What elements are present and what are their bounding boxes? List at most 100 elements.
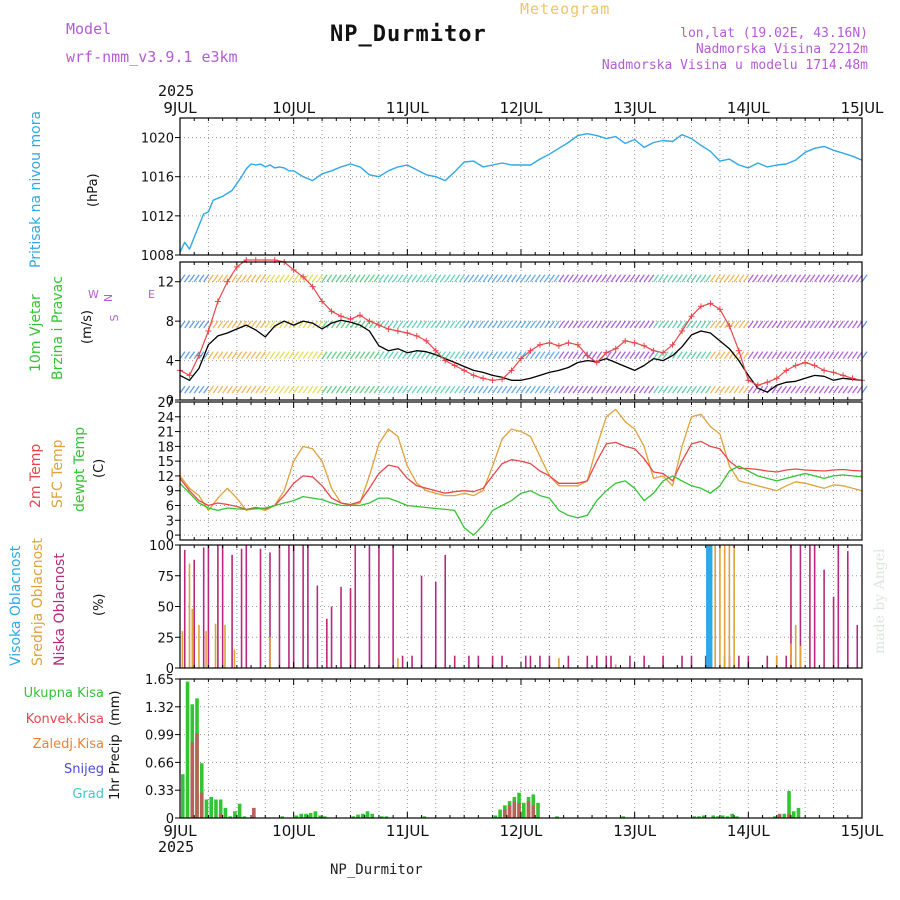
wind-barb bbox=[833, 385, 840, 394]
wind-barb bbox=[539, 351, 546, 359]
wind-barb bbox=[643, 385, 650, 394]
wind-barb bbox=[780, 351, 788, 359]
wind-barb bbox=[515, 274, 522, 283]
wind-barb bbox=[847, 274, 854, 283]
wind-barb bbox=[553, 351, 560, 359]
wind-barb bbox=[534, 274, 541, 283]
wind-barb bbox=[184, 385, 191, 394]
wind-barb bbox=[814, 274, 821, 283]
wind-barb bbox=[473, 385, 480, 394]
wind-barb bbox=[383, 274, 390, 283]
conv-precip-bar bbox=[787, 813, 791, 818]
wind-barb bbox=[458, 320, 465, 329]
wind-barb bbox=[383, 385, 390, 394]
wind-barb bbox=[785, 320, 792, 329]
wind-barb bbox=[425, 274, 432, 283]
wind-barb bbox=[851, 351, 859, 359]
wind-barb bbox=[245, 274, 252, 283]
wind-barb bbox=[188, 385, 196, 394]
wind-barb bbox=[397, 385, 404, 394]
wind-barb bbox=[619, 351, 626, 359]
wind-barb bbox=[255, 351, 262, 359]
date-label-top: 11JUL bbox=[386, 99, 429, 117]
wind-barb bbox=[705, 320, 712, 329]
wind-barb bbox=[776, 385, 783, 394]
wind-barb bbox=[487, 274, 494, 283]
wind-barb bbox=[572, 274, 579, 283]
wind-barb bbox=[809, 351, 816, 359]
wind-barb bbox=[274, 385, 281, 394]
wind-barb bbox=[814, 351, 821, 359]
wind-barb bbox=[364, 385, 371, 394]
wind-barb bbox=[198, 351, 205, 359]
wind-barb bbox=[297, 385, 304, 394]
wind-barb bbox=[776, 320, 783, 329]
wind-barb bbox=[250, 274, 257, 283]
wind-barb bbox=[752, 274, 759, 283]
wind-barb bbox=[738, 320, 745, 329]
wind-barb bbox=[605, 274, 612, 283]
wind-barb bbox=[278, 274, 285, 283]
date-label-top: 9JUL bbox=[163, 99, 197, 117]
wind-barb bbox=[567, 385, 574, 394]
total-precip-bar bbox=[379, 816, 384, 818]
wind-barb bbox=[780, 385, 788, 394]
wind-barb bbox=[634, 385, 641, 394]
lonlat-info: lon,lat (19.02E, 43.16N) bbox=[680, 26, 868, 41]
wind-barb bbox=[331, 351, 338, 359]
wind-barb bbox=[548, 320, 555, 329]
wind-barb bbox=[780, 274, 788, 283]
total-precip-bar bbox=[422, 816, 427, 818]
wind-barb bbox=[501, 351, 508, 359]
wind-barb bbox=[439, 320, 447, 329]
total-precip-bar bbox=[365, 811, 370, 818]
wind-barb bbox=[577, 320, 584, 329]
wind-barb bbox=[501, 320, 508, 329]
wind-barb bbox=[695, 351, 702, 359]
wind-barb bbox=[283, 351, 290, 359]
station-title: NP_Durmitor bbox=[330, 22, 487, 47]
wind-barb bbox=[785, 351, 792, 359]
wind-barb bbox=[340, 385, 347, 394]
wind-barb bbox=[278, 351, 285, 359]
total-precip-bar bbox=[720, 815, 725, 818]
wind-barb bbox=[482, 385, 489, 394]
wind-barb bbox=[672, 351, 679, 359]
wind-barb bbox=[823, 274, 830, 283]
wind-barb bbox=[241, 351, 248, 359]
svg-text:N: N bbox=[102, 294, 115, 302]
model-elevation-info: Nadmorska Visina u modelu 1714.48m bbox=[601, 58, 868, 73]
total-precip-bar bbox=[555, 816, 559, 818]
wind-barb bbox=[837, 385, 844, 394]
wind-barb bbox=[672, 320, 679, 329]
wind-barb bbox=[435, 320, 442, 329]
wind-barb bbox=[354, 274, 361, 283]
y-tick-label: 0 bbox=[166, 394, 174, 409]
wind-barb bbox=[212, 351, 219, 359]
wind-barb bbox=[648, 274, 655, 283]
wind-barb bbox=[383, 351, 390, 359]
total-precip-bar bbox=[209, 796, 214, 818]
y-tick-label: 0.99 bbox=[145, 729, 174, 744]
wind-barb bbox=[250, 320, 257, 329]
wind-barb bbox=[326, 274, 333, 283]
wind-barb bbox=[686, 351, 693, 359]
conv-precip-bar bbox=[195, 733, 199, 818]
wind-barb bbox=[236, 351, 243, 359]
wind-barb bbox=[842, 351, 849, 359]
wind-barb bbox=[828, 274, 835, 283]
wind-barb bbox=[771, 274, 778, 283]
wind-barb bbox=[643, 320, 650, 329]
wind-barb bbox=[624, 351, 631, 359]
wind-barb bbox=[203, 385, 210, 394]
wind-barb bbox=[312, 274, 319, 283]
total-precip-bar bbox=[787, 791, 791, 818]
wind-barb bbox=[823, 320, 830, 329]
conv-precip-bar bbox=[526, 801, 531, 818]
wind-barb bbox=[833, 351, 840, 359]
wind-barb bbox=[638, 320, 645, 329]
date-label-top: 10JUL bbox=[272, 99, 315, 117]
wind-barb bbox=[695, 385, 702, 394]
total-precip-bar bbox=[351, 816, 356, 818]
wind-barb bbox=[378, 385, 385, 394]
